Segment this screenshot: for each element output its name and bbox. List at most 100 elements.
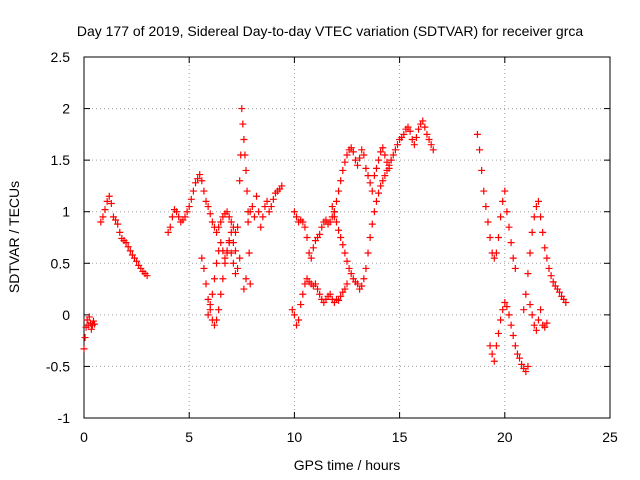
data-point — [530, 213, 538, 221]
data-point — [354, 280, 362, 288]
y-tick-label: 0 — [62, 307, 70, 323]
data-point — [229, 259, 237, 267]
x-tick-label: 20 — [497, 429, 513, 445]
data-point — [503, 303, 511, 311]
data-point — [241, 151, 249, 159]
data-point — [406, 127, 414, 135]
data-point — [511, 342, 519, 350]
data-point — [198, 177, 206, 185]
data-point — [410, 141, 418, 149]
data-point — [473, 130, 481, 138]
data-point — [213, 259, 221, 267]
y-axis-label: SDTVAR / TECUs — [6, 181, 22, 293]
data-point — [492, 342, 500, 350]
data-point — [330, 213, 338, 221]
data-point — [341, 285, 349, 293]
series-seg-19h — [473, 130, 519, 272]
data-point — [532, 326, 540, 334]
data-point — [234, 223, 242, 231]
series-seg-04h — [164, 171, 242, 236]
data-point — [225, 237, 233, 245]
data-point — [213, 316, 221, 324]
data-point — [213, 228, 221, 236]
series-seg-20h-dip — [486, 298, 532, 376]
data-point — [530, 321, 538, 329]
data-point — [526, 301, 534, 309]
data-point — [547, 272, 555, 280]
data-point — [366, 234, 374, 241]
data-point — [528, 228, 536, 236]
data-point — [522, 368, 530, 376]
data-point — [316, 290, 324, 298]
series-seg-08h — [240, 182, 286, 293]
data-point — [316, 230, 324, 238]
axis-ticks: 0 5 10 15 20 25 -1 -0.5 0 0.5 1 1.5 2 2.5 — [46, 49, 618, 445]
y-tick-label: 0.5 — [51, 255, 71, 271]
data-point — [89, 317, 97, 325]
data-point — [124, 243, 132, 251]
data-point — [349, 148, 357, 156]
data-point — [499, 306, 507, 314]
data-point — [301, 223, 309, 231]
x-tick-label: 10 — [287, 429, 303, 445]
data-point — [381, 151, 389, 159]
data-point — [391, 146, 399, 154]
data-point — [215, 306, 223, 314]
data-point — [370, 172, 378, 180]
series-seg-21h-low — [526, 301, 551, 334]
data-point — [219, 275, 227, 283]
data-point — [166, 223, 174, 231]
data-point — [253, 192, 261, 200]
data-point — [484, 218, 492, 226]
data-point — [419, 117, 427, 125]
data-point — [494, 234, 502, 241]
data-point — [107, 199, 115, 207]
data-point — [332, 218, 340, 226]
data-point — [101, 206, 109, 214]
data-point — [429, 146, 437, 154]
data-point — [370, 208, 378, 216]
data-point — [389, 151, 397, 159]
data-point — [408, 136, 416, 144]
plot-frame — [83, 56, 611, 419]
data-point — [244, 218, 252, 226]
data-point — [318, 223, 326, 231]
data-point — [501, 187, 509, 195]
data-point — [206, 301, 214, 309]
data-point — [290, 311, 298, 319]
data-point — [187, 195, 195, 203]
data-point — [494, 329, 502, 337]
chart-title: Day 177 of 2019, Sidereal Day-to-day VTE… — [77, 23, 583, 39]
data-point — [227, 218, 235, 226]
data-point — [415, 125, 423, 133]
data-point — [219, 247, 227, 255]
y-tick-label: 2 — [62, 101, 70, 117]
data-point — [499, 197, 507, 205]
data-point — [520, 306, 528, 314]
data-point — [556, 288, 564, 296]
data-point — [204, 203, 212, 211]
data-point — [229, 239, 237, 247]
data-point — [206, 210, 214, 218]
data-point — [295, 316, 303, 324]
data-point — [255, 208, 263, 216]
data-point — [486, 234, 494, 241]
data-point — [194, 175, 202, 183]
data-point — [341, 249, 349, 257]
series-seg-06h-mid — [204, 228, 239, 319]
data-point — [427, 141, 435, 149]
data-point — [126, 247, 134, 255]
data-point — [303, 234, 311, 241]
series-seg-10h-low — [288, 275, 351, 329]
data-point — [196, 171, 204, 179]
data-point — [358, 146, 366, 154]
data-point — [240, 136, 248, 144]
data-point — [225, 213, 233, 221]
data-point — [227, 228, 235, 236]
data-point — [91, 320, 99, 328]
data-point — [541, 323, 549, 331]
data-point — [143, 272, 151, 280]
data-point — [314, 285, 322, 293]
data-point — [80, 345, 88, 353]
